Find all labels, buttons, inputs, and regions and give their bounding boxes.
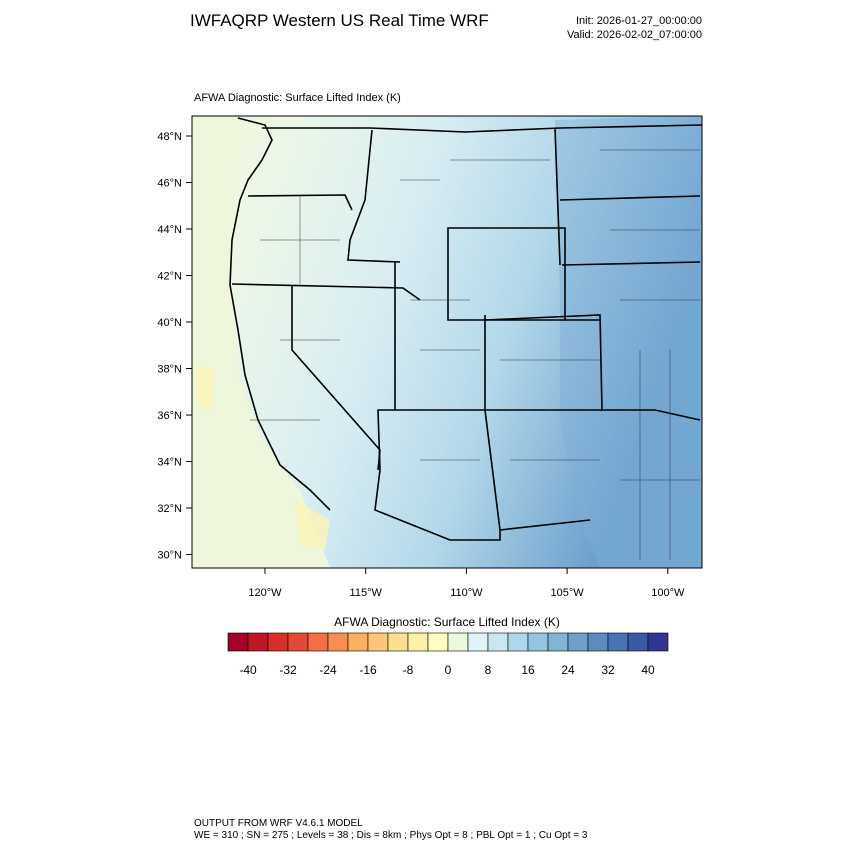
valid-time: Valid: 2026-02-02_07:00:00	[567, 29, 702, 41]
colorbar-box	[647, 632, 669, 652]
field-patch	[195, 365, 330, 550]
colorbar-label: -8	[403, 663, 414, 677]
colorbar-box	[287, 632, 309, 652]
colorbar-box	[527, 632, 549, 652]
colorbar-label: 8	[485, 663, 492, 677]
colorbar-box	[247, 632, 269, 652]
colorbar-box	[307, 632, 329, 652]
map-frame	[191, 115, 703, 569]
lat-labels: 48°N 46°N 44°N 42°N 40°N 38°N 36°N 34°N 32°N 30°N	[157, 131, 192, 562]
lat-label: 36°N	[157, 410, 182, 422]
lon-label: 105°W	[551, 587, 585, 599]
colorbar-box	[587, 632, 609, 652]
colorbar-label: 32	[601, 663, 615, 677]
colorbar-box	[607, 632, 629, 652]
lon-label: 110°W	[450, 587, 483, 599]
lat-label: 48°N	[157, 131, 182, 143]
colorbar-label: -16	[359, 663, 377, 677]
colorbar-label: 24	[561, 663, 575, 677]
colorbar-title: AFWA Diagnostic: Surface Lifted Index (K…	[334, 615, 560, 629]
colorbar-label: 0	[445, 663, 452, 677]
lat-label: 46°N	[157, 178, 182, 190]
colorbar-box	[367, 632, 389, 652]
colorbar-box	[267, 632, 289, 652]
lat-label: 30°N	[157, 550, 182, 562]
colorbar-label: -32	[279, 663, 297, 677]
colorbar-box	[467, 632, 489, 652]
colorbar-box	[327, 632, 349, 652]
lon-label: 100°W	[651, 587, 685, 599]
colorbar-box	[387, 632, 409, 652]
state-borders	[229, 117, 703, 541]
colorbar-box	[567, 632, 589, 652]
map-subtitle: AFWA Diagnostic: Surface Lifted Index (K…	[194, 92, 401, 104]
init-time: Init: 2026-01-27_00:00:00	[576, 15, 702, 27]
colorbar-box	[347, 632, 369, 652]
colorbar-box	[507, 632, 529, 652]
colorbar-box	[447, 632, 469, 652]
colorbar-box	[227, 632, 249, 652]
colorbar-box	[407, 632, 429, 652]
lat-label: 38°N	[157, 364, 182, 376]
lat-label: 40°N	[157, 317, 182, 329]
lon-label: 120°W	[248, 587, 282, 599]
colorbar-label: 16	[521, 663, 535, 677]
field-patch	[555, 116, 702, 568]
colorbar-box	[627, 632, 649, 652]
colorbar-box	[547, 632, 569, 652]
footer-line: WE = 310 ; SN = 275 ; Levels = 38 ; Dis …	[194, 830, 588, 841]
colorbar: -40 -32 -24 -16 -8 0 8 16 24 32 40	[227, 632, 669, 677]
map	[191, 115, 703, 569]
ocean-field	[192, 116, 330, 568]
colorbar-box	[427, 632, 449, 652]
colorbar-label: -24	[319, 663, 337, 677]
lat-label: 32°N	[157, 503, 182, 515]
lat-label: 34°N	[157, 457, 182, 469]
lat-label: 44°N	[157, 224, 182, 236]
footer-line: OUTPUT FROM WRF V4.6.1 MODEL	[194, 818, 363, 829]
colorbar-label: 40	[641, 663, 655, 677]
county-borders	[250, 149, 700, 560]
lon-label: 115°W	[350, 587, 383, 599]
colorbar-box	[487, 632, 509, 652]
colorbar-label: -40	[239, 663, 257, 677]
lon-labels: 120°W 115°W 110°W 105°W 100°W	[248, 568, 685, 599]
lat-label: 42°N	[157, 271, 182, 283]
title: IWFAQRP Western US Real Time WRF	[190, 11, 489, 30]
